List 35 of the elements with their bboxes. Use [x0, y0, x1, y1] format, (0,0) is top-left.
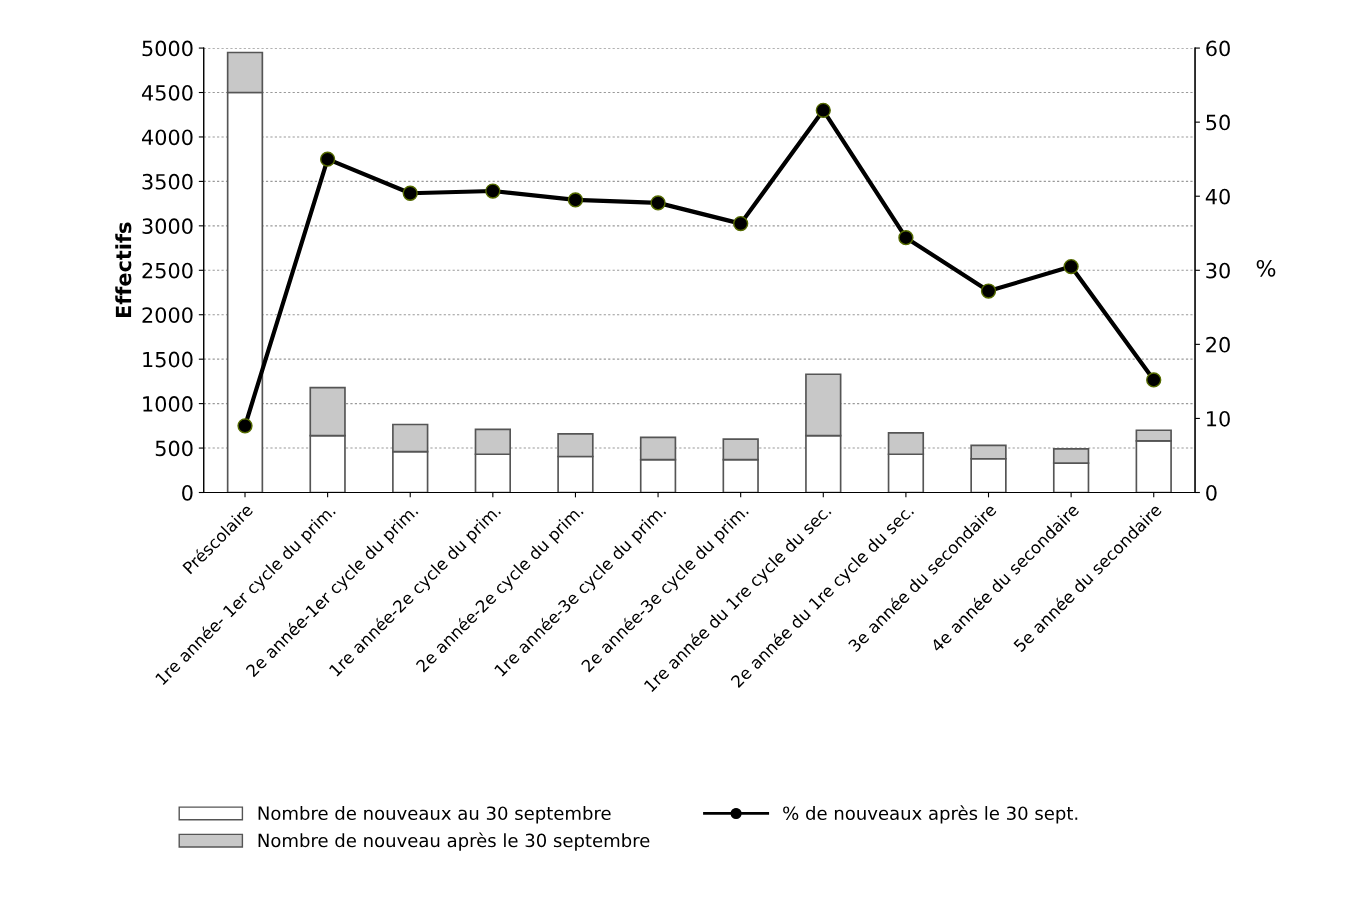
y-tick-label: 1500: [143, 351, 193, 368]
y2-axis-title: %: [1256, 259, 1276, 277]
y2-tick-label: 60: [1206, 40, 1230, 57]
y2-tick-label: 40: [1205, 188, 1230, 205]
y-tick-label: 0: [182, 484, 193, 501]
point: [402, 185, 418, 201]
y2-tick-label: 0: [1206, 484, 1217, 501]
y2-tick-label: 20: [1206, 336, 1230, 353]
y-tick-label: 5000: [142, 40, 193, 57]
y2-tick-label: 50: [1206, 114, 1230, 131]
point: [1063, 258, 1079, 275]
y-tick-label: 2500: [142, 262, 193, 279]
y-axis-title: Effectifs: [115, 222, 132, 318]
legend-label: % de nouveaux après le 30 sept.: [783, 805, 1078, 824]
point: [237, 418, 253, 434]
point: [485, 183, 501, 199]
point: [733, 215, 749, 232]
point: [650, 195, 666, 211]
legend-label: Nombre de nouveau après le 30 septembre: [258, 832, 650, 851]
y-tick-label: 500: [155, 440, 193, 457]
point: [1146, 372, 1162, 388]
y-tick-label: 3500: [142, 173, 193, 190]
legend-label: Nombre de nouveaux au 30 septembre: [258, 806, 611, 824]
point: [567, 192, 584, 208]
y-tick-label: 4500: [141, 84, 193, 101]
y2-tick-label: 30: [1206, 262, 1230, 279]
point: [815, 102, 831, 118]
y-tick-label: 4000: [141, 129, 193, 146]
point: [980, 283, 997, 299]
y-tick-label: 3000: [142, 218, 193, 235]
y2-tick-label: 10: [1207, 410, 1230, 427]
point: [319, 151, 336, 167]
y-tick-label: 2000: [142, 307, 193, 323]
point: [898, 230, 914, 246]
y-tick-label: 1000: [143, 396, 193, 412]
